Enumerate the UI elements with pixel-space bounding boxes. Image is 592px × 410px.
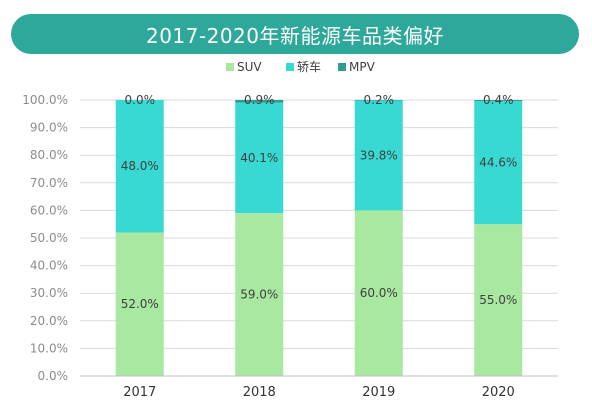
y-tick-label: 20.0% — [30, 314, 68, 328]
y-tick-label: 40.0% — [30, 259, 68, 273]
bar-segment — [115, 232, 164, 376]
x-tick-label: 2018 — [243, 385, 276, 400]
data-label: 0.9% — [244, 93, 275, 107]
legend-label: MPV — [349, 60, 376, 74]
legend-label: SUV — [237, 60, 262, 74]
y-tick-label: 100.0% — [22, 93, 68, 107]
bar-segment — [235, 100, 284, 103]
bar-segment — [474, 101, 523, 225]
x-tick-label: 2020 — [482, 385, 515, 400]
chart-title-banner: 2017-2020年新能源车品类偏好 — [11, 14, 579, 54]
x-tick-label: 2017 — [123, 385, 156, 400]
bar-segment — [235, 213, 284, 376]
bar-segment — [354, 210, 403, 376]
y-tick-label: 60.0% — [30, 203, 68, 217]
y-tick-label: 0.0% — [38, 369, 69, 383]
bar-segment — [235, 102, 284, 214]
legend-swatch — [286, 63, 294, 71]
data-label: 0.0% — [125, 93, 156, 107]
bar-segment — [115, 100, 164, 233]
y-tick-label: 80.0% — [30, 148, 68, 162]
data-label: 0.4% — [483, 93, 514, 107]
data-label: 48.0% — [121, 159, 159, 173]
bar-segment — [354, 100, 403, 211]
data-label: 59.0% — [240, 288, 278, 302]
data-label: 0.2% — [364, 93, 395, 107]
legend-swatch — [338, 63, 346, 71]
data-label: 55.0% — [479, 293, 517, 307]
data-label: 60.0% — [360, 286, 398, 300]
data-label: 44.6% — [479, 156, 517, 170]
data-label: 40.1% — [240, 151, 278, 165]
legend-swatch — [226, 63, 234, 71]
y-tick-label: 90.0% — [30, 121, 68, 135]
legend-label: 轿车 — [297, 59, 321, 74]
data-label: 39.8% — [360, 148, 398, 162]
data-label: 52.0% — [121, 297, 159, 311]
bar-segment — [354, 100, 403, 101]
y-tick-label: 50.0% — [30, 231, 68, 245]
bar-segment — [474, 100, 523, 102]
x-tick-label: 2019 — [362, 385, 395, 400]
chart-title: 2017-2020年新能源车品类偏好 — [145, 23, 444, 48]
y-tick-label: 30.0% — [30, 286, 68, 300]
y-tick-label: 70.0% — [30, 176, 68, 190]
bar-segment — [474, 224, 523, 376]
y-tick-label: 10.0% — [30, 341, 68, 355]
